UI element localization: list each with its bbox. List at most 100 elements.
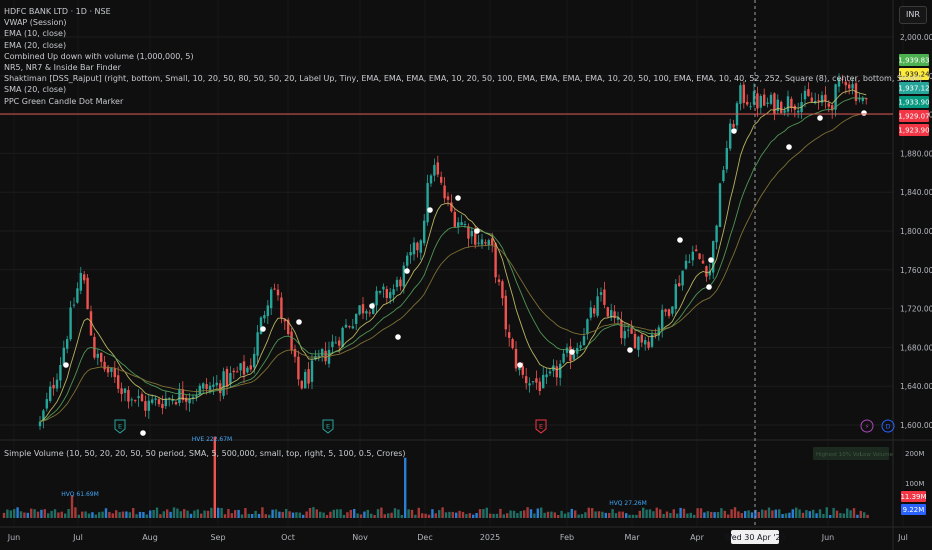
candle-body xyxy=(355,313,358,324)
volume-bar xyxy=(101,511,104,518)
candle-body xyxy=(623,331,626,339)
candle-body xyxy=(324,350,327,362)
volume-bar xyxy=(213,436,216,518)
symbol-title[interactable]: HDFC BANK LTD · 1D · NSE xyxy=(4,7,111,16)
volume-legend[interactable]: Simple Volume (10, 50, 20, 20, 50, 50 pe… xyxy=(4,449,406,458)
volume-bar xyxy=(227,509,230,518)
indicator-sma20[interactable]: SMA (20, close) xyxy=(4,85,67,95)
volume-bar xyxy=(257,513,261,518)
candle-body xyxy=(667,309,671,316)
candle-body xyxy=(416,242,419,251)
volume-bar xyxy=(818,509,822,518)
volume-bar xyxy=(682,508,686,518)
indicator-ema10[interactable]: EMA (10, close) xyxy=(4,29,67,39)
indicator-ppc-dot[interactable]: PPC Green Candle Dot Marker xyxy=(4,96,124,106)
volume-bar xyxy=(771,510,774,518)
volume-bar xyxy=(455,512,458,518)
candle-body xyxy=(42,410,45,421)
candle-body xyxy=(834,84,837,110)
event-marker-glyph: E xyxy=(326,423,330,431)
volume-bar xyxy=(16,507,19,518)
candle-body xyxy=(708,271,711,276)
indicator-ema20[interactable]: EMA (20, close) xyxy=(4,40,67,50)
candle-body xyxy=(399,279,402,287)
candle-body xyxy=(256,332,259,356)
indicator-updown-volume[interactable]: Combined Up down with volume (1,000,000,… xyxy=(4,51,194,61)
ppc-dot-marker xyxy=(260,326,266,332)
indicator-nr-finder[interactable]: NR5, NR7 & Inside Bar Finder xyxy=(4,62,121,72)
volume-bar xyxy=(546,511,550,518)
candle-body xyxy=(242,361,246,375)
candle-body xyxy=(841,78,844,80)
volume-bar xyxy=(835,510,839,518)
volume-bar xyxy=(662,513,665,518)
volume-bar xyxy=(135,514,138,518)
volume-bar xyxy=(234,510,237,518)
volume-bar xyxy=(36,511,40,518)
volume-bar xyxy=(465,514,468,518)
volume-legend-high: Highest 10% Vol xyxy=(816,452,861,458)
candle-body xyxy=(406,255,409,266)
volume-bar xyxy=(458,510,461,518)
volume-bar xyxy=(812,509,815,518)
crosshair-date-label: Wed 30 Apr '25 xyxy=(724,530,786,544)
volume-bar xyxy=(716,511,720,518)
candle-body xyxy=(497,279,501,282)
candle-body xyxy=(715,225,718,243)
candle-body xyxy=(654,333,657,335)
candle-body xyxy=(395,279,399,288)
volume-bar xyxy=(720,508,723,518)
volume-bar xyxy=(849,510,852,518)
volume-bar xyxy=(118,512,121,518)
price-marker-badge xyxy=(899,68,929,80)
volume-bar xyxy=(665,511,669,518)
volume-bar xyxy=(251,514,254,518)
candle-body xyxy=(470,230,473,237)
candle-body xyxy=(76,288,79,303)
volume-bar xyxy=(866,514,869,518)
volume-bar xyxy=(478,509,482,518)
volume-bar xyxy=(128,512,131,518)
candle-body xyxy=(62,347,65,366)
candle-body xyxy=(151,399,154,403)
volume-annotation: HVQ 61.69M xyxy=(61,491,99,498)
earnings-marker xyxy=(535,419,547,434)
volume-bar xyxy=(638,510,641,518)
volume-bar xyxy=(298,512,301,518)
volume-bar xyxy=(200,513,203,518)
candle-body xyxy=(429,175,433,184)
volume-bar xyxy=(825,507,828,518)
candle-body xyxy=(440,176,443,183)
volume-legend-low: Low Volume xyxy=(860,452,894,458)
candle-body xyxy=(317,355,320,357)
indicator-vwap[interactable]: VWAP (Session) xyxy=(4,18,67,28)
volume-bar xyxy=(288,511,291,518)
currency-button[interactable]: INR xyxy=(899,6,927,24)
candle-body xyxy=(817,100,820,102)
split-marker xyxy=(860,419,874,433)
volume-bar xyxy=(145,514,148,518)
volume-bar xyxy=(744,511,747,518)
time-axis[interactable]: Jun Jul Aug Sep Oct Nov Dec 2025 Feb Mar Apr Jun Jul xyxy=(7,533,908,542)
volume-bar xyxy=(829,515,832,518)
volume-bar xyxy=(50,510,53,518)
candle-body xyxy=(582,336,586,346)
volume-bar xyxy=(512,510,516,518)
volume-bar xyxy=(244,507,247,518)
volume-bar xyxy=(788,512,791,518)
price-marker-label: 1,929.07 xyxy=(898,113,929,121)
volume-annotation: HVQ 27.26M xyxy=(609,500,647,507)
candle-body xyxy=(749,106,752,108)
volume-bar xyxy=(254,510,257,518)
volume-last-badge xyxy=(901,504,926,515)
indicator-legend: HDFC BANK LTD · 1D · NSE VWAP (Session) … xyxy=(4,6,922,107)
volume-bar xyxy=(393,508,397,518)
indicator-shaktiman[interactable]: Shaktiman [DSS_Rajput] (right, bottom, S… xyxy=(4,74,923,84)
volume-bar xyxy=(761,509,764,518)
volume-bar xyxy=(87,513,91,518)
candle-body xyxy=(253,353,256,368)
candle-body xyxy=(100,352,103,362)
volume-bar xyxy=(601,511,604,518)
ppc-dot-marker xyxy=(677,237,683,243)
